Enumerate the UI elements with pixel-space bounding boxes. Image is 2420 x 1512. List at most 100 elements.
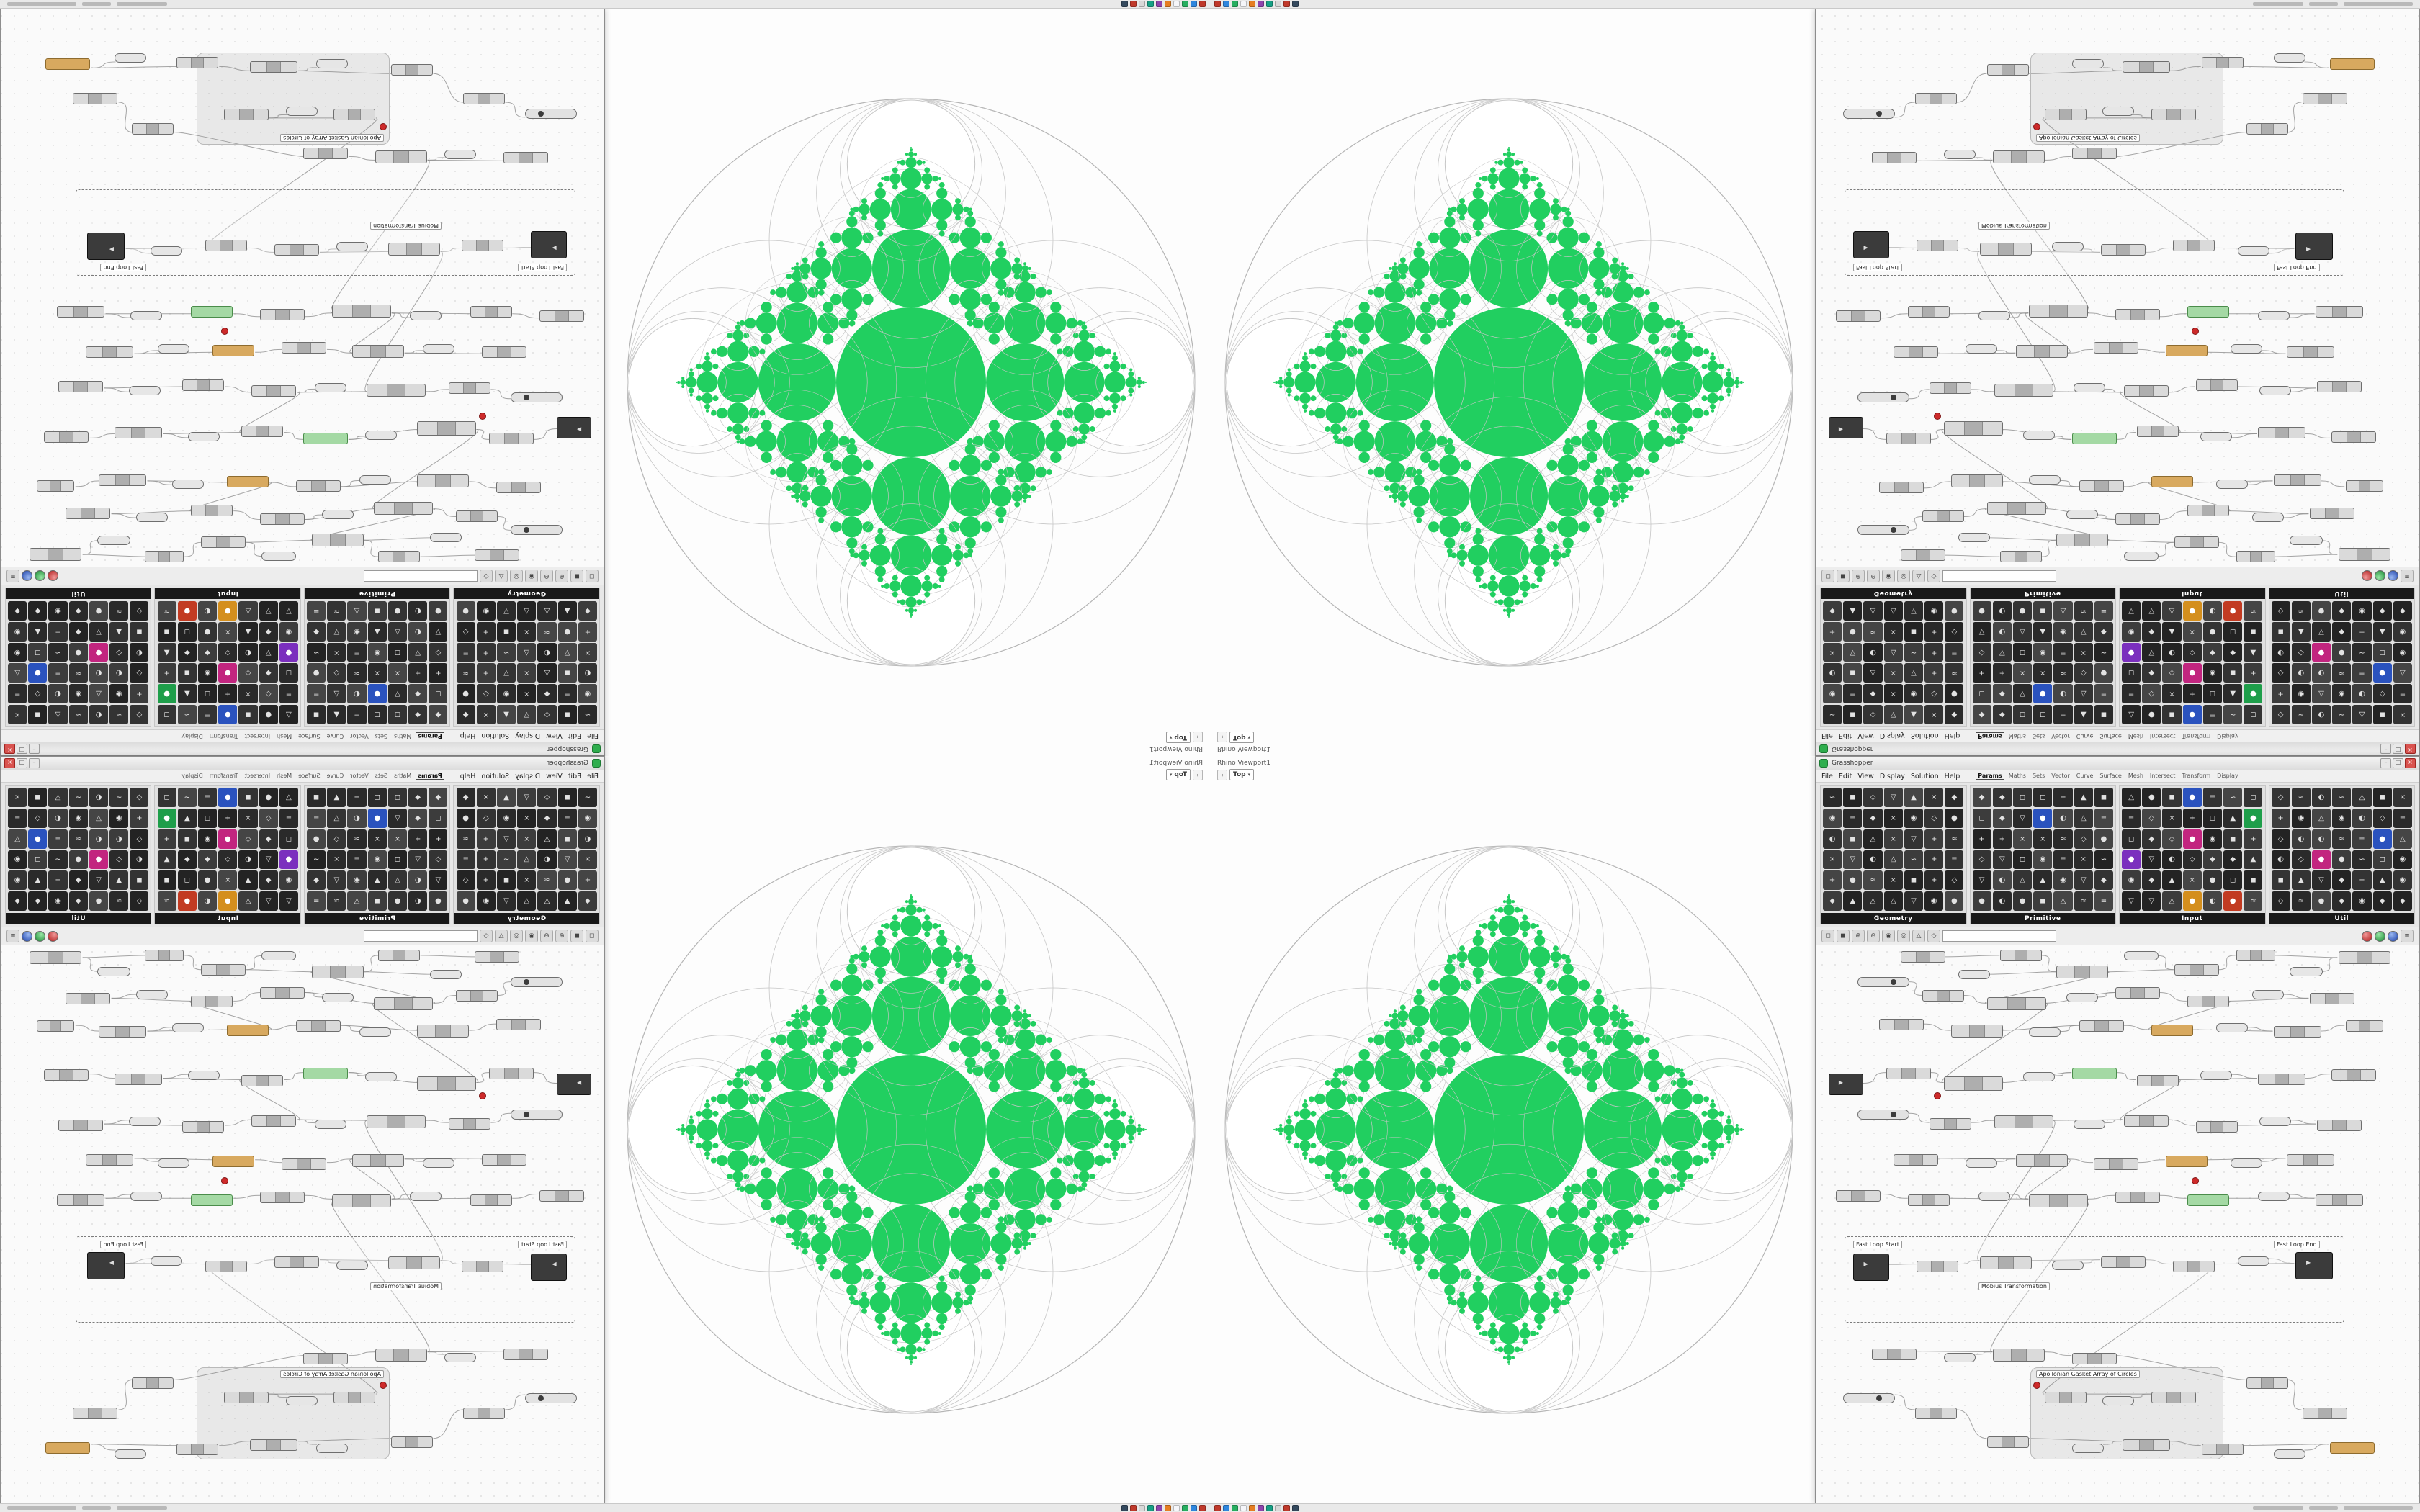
palette-group-caption[interactable]: Util bbox=[6, 913, 151, 924]
palette-icon[interactable]: ◉ bbox=[8, 621, 27, 642]
palette-icon[interactable]: ≈ bbox=[456, 663, 475, 683]
palette-icon[interactable]: ▲ bbox=[2291, 621, 2311, 642]
gh-node[interactable] bbox=[359, 1027, 391, 1037]
gh-node[interactable] bbox=[2258, 1074, 2305, 1085]
shaded-preview-icon[interactable]: ◇ bbox=[1927, 570, 1940, 582]
taskbar-icon[interactable] bbox=[1232, 1, 1238, 7]
zoom-extents-icon[interactable]: ◉ bbox=[1882, 570, 1895, 582]
palette-icon[interactable]: ◉ bbox=[8, 642, 27, 662]
palette-icon[interactable]: + bbox=[1924, 850, 1944, 870]
palette-icon[interactable]: ◼ bbox=[557, 663, 577, 683]
gh-node[interactable] bbox=[2079, 1020, 2124, 1032]
palette-icon[interactable]: △ bbox=[48, 788, 68, 807]
palette-icon[interactable]: ◉ bbox=[2202, 663, 2223, 683]
palette-icon[interactable]: △ bbox=[1863, 663, 1883, 683]
gh-node[interactable] bbox=[2238, 1256, 2269, 1266]
gh-node[interactable] bbox=[201, 536, 246, 548]
camera-icon[interactable]: ≡ bbox=[2401, 930, 2414, 942]
palette-icon[interactable]: ▲ bbox=[327, 705, 346, 724]
palette-icon[interactable]: ◆ bbox=[68, 601, 88, 621]
palette-icon[interactable]: ◆ bbox=[2202, 850, 2223, 870]
gh-node[interactable] bbox=[2238, 246, 2269, 256]
palette-icon[interactable]: ◉ bbox=[2393, 850, 2412, 870]
palette-icon[interactable]: ◐ bbox=[197, 891, 218, 911]
gh-node[interactable] bbox=[410, 1192, 442, 1201]
sketch-tool-icon[interactable]: ◎ bbox=[510, 930, 523, 942]
gh-node[interactable] bbox=[388, 1256, 440, 1269]
palette-icon[interactable]: × bbox=[578, 850, 597, 870]
gh-node[interactable] bbox=[2166, 1156, 2208, 1167]
menu-solution[interactable]: Solution bbox=[1910, 772, 1939, 780]
gh-node[interactable] bbox=[2200, 1071, 2232, 1080]
palette-icon[interactable]: ◇ bbox=[28, 684, 48, 704]
gh-node[interactable] bbox=[316, 1444, 348, 1453]
palette-icon[interactable]: ◐ bbox=[2271, 850, 2290, 870]
palette-icon[interactable]: △ bbox=[537, 891, 557, 911]
gh-node[interactable] bbox=[2115, 1192, 2160, 1203]
gh-node[interactable] bbox=[2252, 990, 2284, 999]
gh-node[interactable] bbox=[367, 1115, 426, 1128]
gh-node[interactable] bbox=[2072, 148, 2117, 159]
palette-icon[interactable]: × bbox=[2182, 870, 2202, 891]
save-file-icon[interactable]: ◼ bbox=[1837, 930, 1850, 942]
wireframe-preview-icon[interactable]: △ bbox=[495, 930, 508, 942]
palette-icon[interactable]: × bbox=[2033, 829, 2053, 849]
gh-node[interactable] bbox=[2151, 109, 2196, 120]
tab-transform[interactable]: Transform bbox=[209, 772, 238, 779]
palette-icon[interactable]: ● bbox=[2202, 870, 2223, 891]
taskbar-icon[interactable] bbox=[1283, 1, 1290, 7]
close-button[interactable]: × bbox=[4, 744, 15, 754]
palette-icon[interactable]: ● bbox=[218, 601, 238, 621]
palette-icon[interactable]: ≈ bbox=[2291, 601, 2311, 621]
palette-icon[interactable]: ◐ bbox=[130, 850, 149, 870]
gh-node[interactable] bbox=[2115, 987, 2160, 999]
palette-icon[interactable]: ▲ bbox=[28, 870, 48, 891]
tab-curve[interactable]: Curve bbox=[326, 772, 344, 779]
palette-icon[interactable]: ▽ bbox=[517, 788, 537, 807]
palette-icon[interactable]: + bbox=[476, 870, 496, 891]
palette-icon[interactable]: ● bbox=[2094, 829, 2113, 849]
palette-icon[interactable]: ≈ bbox=[347, 829, 367, 849]
gh-node[interactable] bbox=[2074, 383, 2105, 392]
gh-node[interactable] bbox=[37, 480, 74, 492]
palette-icon[interactable]: ◐ bbox=[197, 601, 218, 621]
shaded-preview-icon[interactable]: ◇ bbox=[480, 570, 493, 582]
gh-node[interactable] bbox=[250, 1439, 297, 1451]
gh-node[interactable] bbox=[332, 305, 391, 318]
gh-node[interactable] bbox=[496, 1019, 541, 1030]
gh-node[interactable] bbox=[182, 1121, 224, 1133]
gh-node[interactable] bbox=[1857, 525, 1909, 535]
gh-node[interactable] bbox=[2137, 1075, 2179, 1086]
palette-icon[interactable]: ◆ bbox=[197, 642, 218, 662]
palette-icon[interactable]: ◆ bbox=[307, 870, 326, 891]
gh-node[interactable] bbox=[282, 342, 326, 354]
palette-icon[interactable]: ◐ bbox=[2311, 788, 2331, 807]
palette-icon[interactable]: + bbox=[1972, 829, 1991, 849]
gh-node[interactable] bbox=[444, 1353, 476, 1362]
palette-icon[interactable]: ◉ bbox=[2332, 808, 2352, 828]
taskbar-icon[interactable] bbox=[1249, 1505, 1255, 1511]
gh-node[interactable] bbox=[1872, 152, 1917, 163]
maximize-button[interactable]: □ bbox=[17, 758, 27, 768]
palette-icon[interactable]: ◻ bbox=[2223, 621, 2243, 642]
palette-icon[interactable]: ◉ bbox=[2352, 891, 2372, 911]
palette-icon[interactable]: ● bbox=[2094, 663, 2113, 683]
palette-icon[interactable]: ● bbox=[2142, 705, 2161, 724]
taskbar-icon[interactable] bbox=[1121, 1505, 1128, 1511]
gh-node[interactable] bbox=[66, 993, 110, 1004]
taskbar-icon[interactable] bbox=[1275, 1, 1281, 7]
zoom-in-icon[interactable]: ⊕ bbox=[1852, 930, 1865, 942]
palette-icon[interactable]: ≈ bbox=[456, 829, 475, 849]
gh-node[interactable] bbox=[2123, 61, 2170, 73]
palette-icon[interactable]: ≈ bbox=[2291, 705, 2311, 724]
palette-icon[interactable]: × bbox=[1883, 808, 1903, 828]
palette-icon[interactable]: ◐ bbox=[537, 850, 557, 870]
gh-node[interactable] bbox=[2124, 385, 2169, 397]
palette-icon[interactable]: ▲ bbox=[177, 808, 197, 828]
palette-icon[interactable]: × bbox=[2393, 705, 2412, 724]
palette-icon[interactable]: ● bbox=[177, 601, 197, 621]
gh-node[interactable] bbox=[87, 1252, 125, 1279]
gh-node[interactable] bbox=[2102, 107, 2134, 116]
gh-node[interactable] bbox=[172, 480, 204, 489]
palette-icon[interactable]: × bbox=[1883, 684, 1903, 704]
